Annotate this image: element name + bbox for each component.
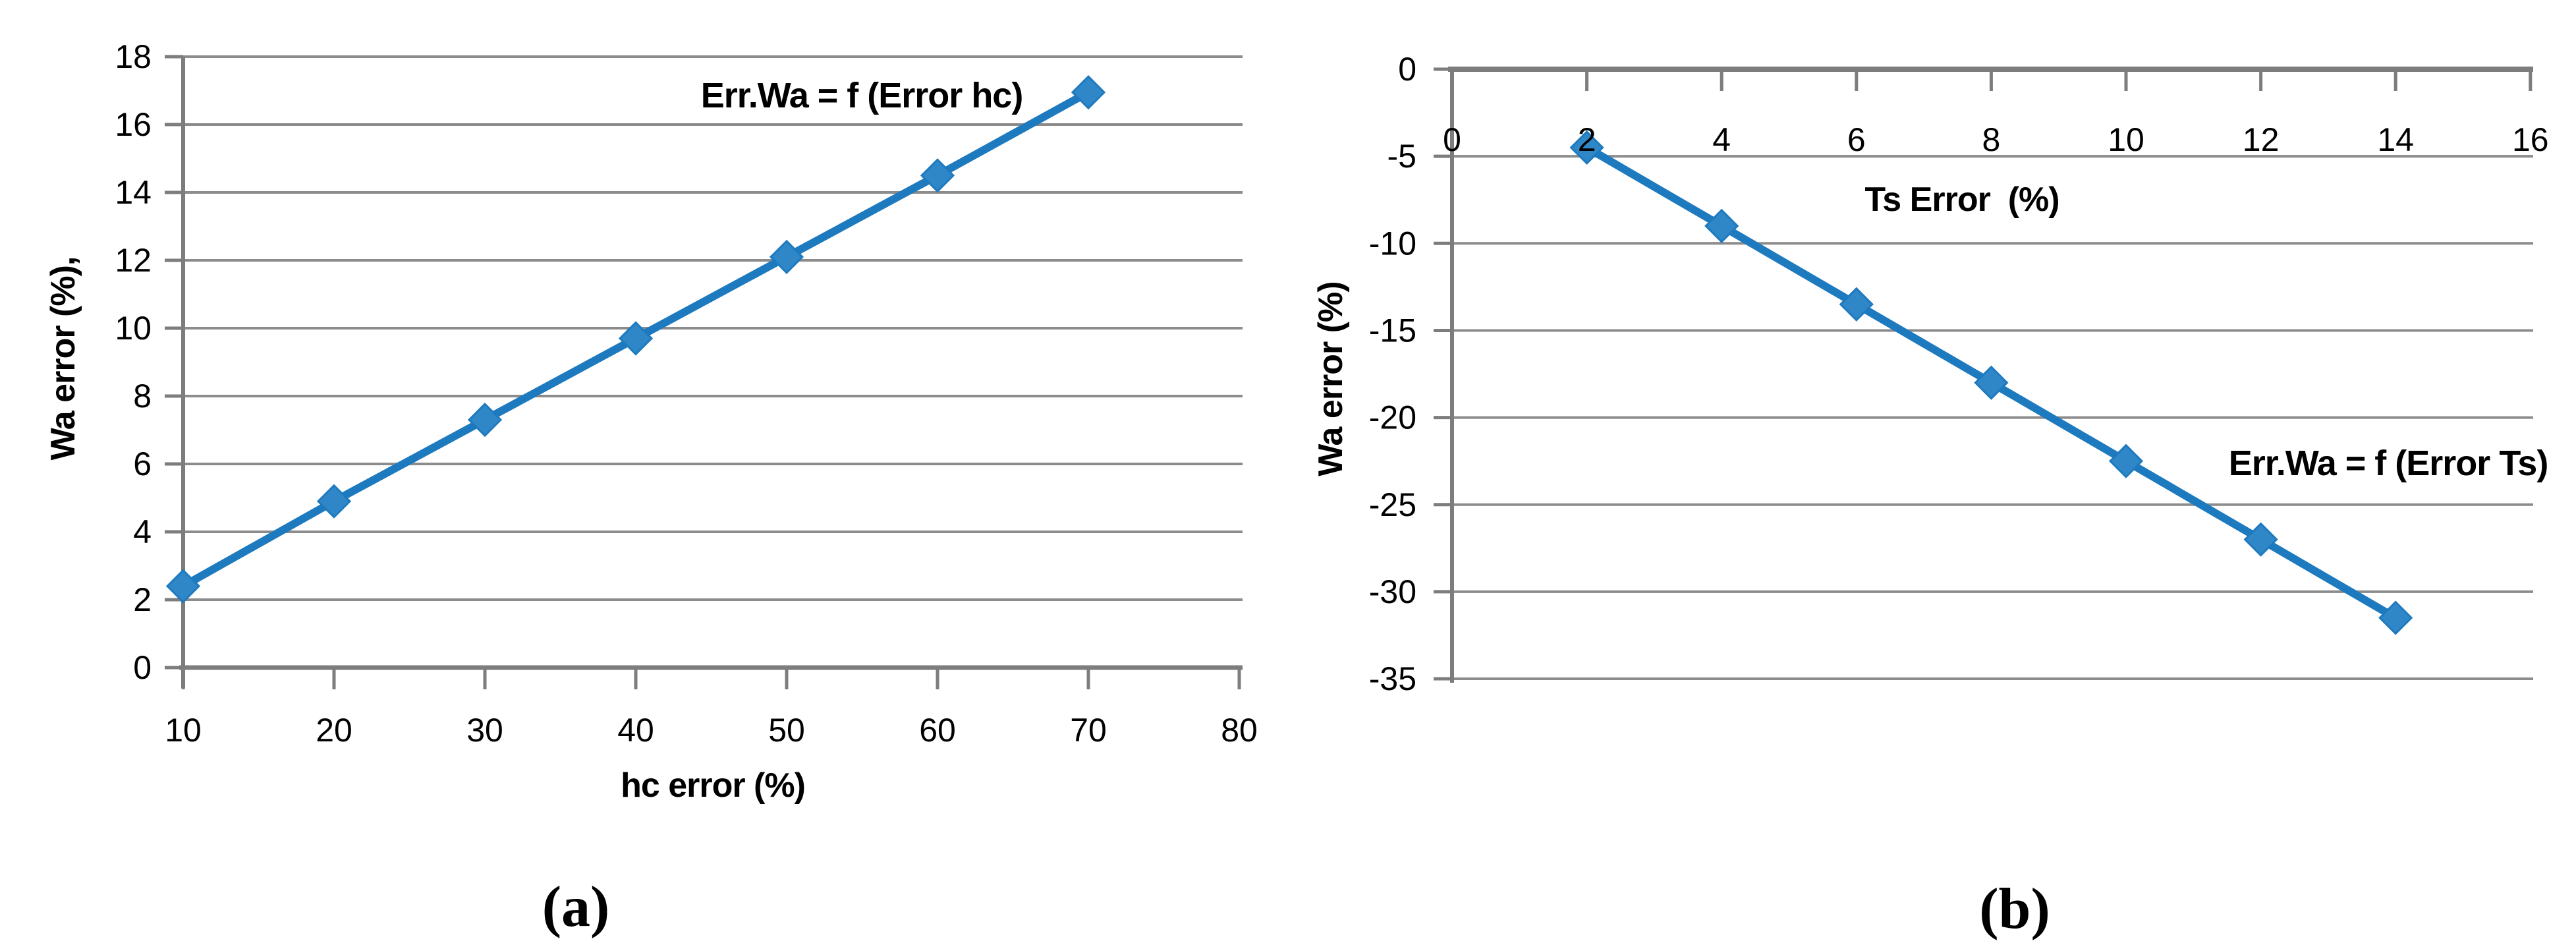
chart-a-x-tick-label: 10 <box>165 712 202 749</box>
chart-a-x-tick-label: 60 <box>919 712 956 749</box>
chart-b-x-tick-label: 16 <box>2512 121 2549 158</box>
chart-a-data-point-marker <box>618 321 654 356</box>
chart-b-x-tick-label: 0 <box>1443 121 1461 158</box>
chart-a-x-tick-label: 80 <box>1221 712 1258 749</box>
chart-a-y-tick-label: 6 <box>133 445 152 482</box>
chart-b-data-point-marker <box>1569 130 1604 165</box>
chart-b-y-tick-label: -35 <box>1369 660 1416 697</box>
chart-b-y-tick-label: 0 <box>1398 51 1416 88</box>
chart-b-y-tick-label: -30 <box>1369 573 1416 610</box>
chart-b-x-tick-label: 12 <box>2243 121 2280 158</box>
chart-b-x-tick-label: 6 <box>1847 121 1866 158</box>
chart-a-y-tick-label: 18 <box>115 38 152 75</box>
chart-a-data-point-marker <box>769 239 804 274</box>
chart-a-x-tick-label: 30 <box>466 712 503 749</box>
chart-a-x-tick-label: 50 <box>768 712 805 749</box>
chart-a-x-axis-title: hc error (%) <box>621 766 806 805</box>
chart-b-y-axis-title: Wa error (%) <box>1312 281 1350 476</box>
chart-b-data-point-marker <box>2378 600 2413 635</box>
chart-a-y-tick-label: 0 <box>133 649 152 686</box>
chart-a-data-point-marker <box>316 484 352 519</box>
chart-b-data-point-marker <box>1704 208 1739 243</box>
chart-a-data-point-marker <box>1071 74 1106 110</box>
chart-b-x-tick-label: 14 <box>2377 121 2414 158</box>
chart-a-y-tick-label: 8 <box>133 378 152 415</box>
chart-b-y-tick-label: -25 <box>1369 486 1416 523</box>
chart-b-data-point-marker <box>2108 444 2144 478</box>
chart-a-y-axis-title: Wa error (%), <box>44 256 82 461</box>
chart-b-y-tick-label: -5 <box>1387 138 1416 175</box>
chart-b-caption: (b) <box>1979 877 2050 941</box>
chart-b-data-point-marker <box>1974 365 2009 400</box>
chart-a-x-tick-label: 40 <box>617 712 654 749</box>
chart-b-y-tick-label: -15 <box>1369 312 1416 349</box>
chart-a-y-tick-label: 14 <box>115 174 152 211</box>
chart-b-y-tick-label: -20 <box>1369 399 1416 436</box>
chart-a-y-tick-label: 10 <box>115 310 152 347</box>
chart-b-series-label: Err.Wa = f (Error Ts) <box>2228 444 2549 483</box>
chart-b-x-tick-label: 10 <box>2108 121 2144 158</box>
chart-b-data-point-marker <box>1839 287 1874 322</box>
chart-b-x-tick-label: 8 <box>1982 121 2000 158</box>
chart-a-data-point-marker <box>165 569 201 604</box>
chart-a-data-point-marker <box>920 158 955 193</box>
chart-a-x-tick-label: 20 <box>316 712 352 749</box>
chart-b-x-tick-label: 2 <box>1578 121 1596 158</box>
chart-a-y-tick-label: 2 <box>133 581 152 618</box>
chart-a-y-tick-label: 12 <box>115 242 152 279</box>
chart-a-series-label: Err.Wa = f (Error hc) <box>700 76 1024 115</box>
chart-a-y-tick-label: 4 <box>133 513 152 550</box>
chart-b-x-tick-label: 4 <box>1712 121 1731 158</box>
chart-a-caption: (a) <box>542 875 610 939</box>
chart-b-y-tick-label: -10 <box>1369 225 1416 262</box>
chart-b-x-axis-title: Ts Error (%) <box>1864 181 2059 219</box>
chart-a-x-tick-label: 70 <box>1070 712 1107 749</box>
chart-a-data-point-marker <box>467 402 503 438</box>
chart-a-y-tick-label: 16 <box>115 106 152 143</box>
chart-b-data-point-marker <box>2243 522 2278 557</box>
